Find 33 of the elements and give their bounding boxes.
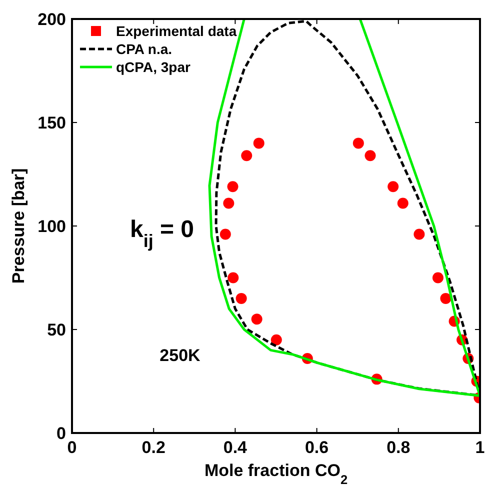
point: [241, 150, 252, 162]
point: [227, 181, 238, 192]
y-tick-label: 150: [38, 114, 66, 132]
point: [432, 272, 444, 284]
point: [253, 138, 264, 149]
x-axis-title: Mole fraction CO$_{2}$: [204, 461, 348, 486]
annotation: k$_{ij}$ = 0: [130, 216, 194, 251]
x-tick-label: 0.8: [386, 438, 410, 457]
x-tick-label: 1: [475, 438, 485, 457]
point: [228, 272, 239, 284]
y-tick-label: 100: [38, 217, 66, 236]
point: [364, 150, 376, 162]
annotation: 250K: [160, 346, 202, 365]
legend-label: qCPA, 3par: [116, 59, 191, 75]
legend-label: Experimental data: [116, 23, 237, 39]
y-tick-label: 200: [38, 10, 66, 29]
x-tick-label: 0.6: [304, 438, 329, 457]
point: [251, 314, 262, 325]
point: [352, 138, 364, 149]
y-tick-label: 0: [56, 424, 66, 443]
point: [236, 292, 247, 304]
point: [270, 334, 282, 346]
point: [440, 292, 452, 304]
y-axis-title: Pressure [bar]: [9, 168, 28, 284]
legend-label: CPA n.a.: [116, 41, 172, 57]
point: [223, 198, 234, 209]
point: [388, 181, 399, 192]
point: [414, 228, 425, 240]
x-tick-label: 0.4: [223, 438, 248, 457]
point: [220, 228, 231, 240]
x-tick-label: 0.2: [142, 438, 166, 457]
y-tick-label: 50: [47, 320, 66, 340]
point: [397, 198, 408, 209]
